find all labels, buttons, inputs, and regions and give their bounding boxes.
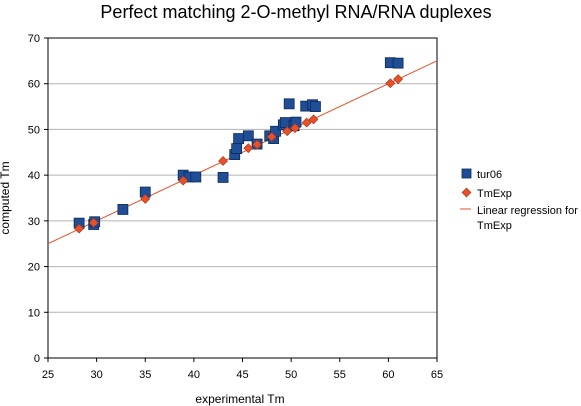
y-tick-label: 10: [28, 307, 40, 319]
point-tur06: [310, 101, 321, 112]
legend-label-tur06: tur06: [477, 169, 502, 181]
y-tick-label: 40: [28, 170, 40, 182]
y-tick-label: 60: [28, 79, 40, 91]
regression-layer: [47, 60, 438, 245]
point-tmexp: [282, 126, 293, 137]
legend-label-regression-line1: Linear regression for: [477, 205, 578, 217]
point-tur06: [392, 57, 404, 69]
chart-title: Perfect matching 2-O-methyl RNA/RNA dupl…: [100, 2, 491, 22]
legend-label-regression-line2: TmExp: [477, 220, 512, 232]
point-tmexp: [218, 156, 228, 166]
x-axis-title: experimental Tm: [195, 392, 284, 406]
x-tick-label: 65: [431, 369, 443, 381]
point-tmexp: [178, 175, 189, 186]
x-tick-label: 55: [334, 369, 346, 381]
point-tmexp: [308, 114, 319, 125]
y-tick-label: 30: [28, 216, 40, 228]
legend-label-tmexp: TmExp: [477, 188, 512, 200]
legend: tur06 TmExp Linear regression for TmExp: [460, 168, 581, 232]
regression-line: [47, 60, 438, 245]
point-tur06: [231, 143, 243, 155]
legend-marker-tur06: [461, 168, 472, 179]
tick-labels: 0 10 20 30 40 50 60 70 25 30 35 40 45 50 55 60 65: [28, 33, 443, 381]
x-tick-label: 40: [188, 369, 200, 381]
plot-area-frame: [47, 37, 438, 359]
points-layer: [73, 57, 404, 234]
point-tmexp: [393, 74, 404, 85]
point-tmexp: [252, 139, 263, 150]
x-tick-label: 60: [382, 369, 394, 381]
legend-marker-tmexp: [461, 187, 472, 198]
y-tick-label: 50: [28, 124, 40, 136]
legend-label-regression: Linear regression for TmExp: [477, 205, 581, 232]
x-tick-label: 45: [236, 369, 248, 381]
point-tmexp: [385, 78, 396, 89]
point-tmexp: [243, 143, 254, 154]
point-tmexp: [88, 217, 99, 228]
x-tick-label: 25: [42, 369, 54, 381]
y-axis-title: computed Tm: [0, 161, 12, 234]
x-tick-label: 30: [91, 369, 103, 381]
point-tmexp: [74, 223, 85, 234]
gridlines: [48, 83, 437, 313]
point-tur06: [233, 133, 245, 144]
x-tick-label: 50: [285, 369, 297, 381]
x-tick-label: 35: [139, 369, 151, 381]
point-tur06: [242, 130, 254, 142]
point-tmexp: [290, 123, 300, 133]
y-tick-label: 20: [28, 262, 40, 274]
point-tur06: [217, 172, 229, 183]
point-tmexp: [140, 193, 151, 204]
y-tick-label: 70: [28, 33, 40, 45]
point-tur06: [283, 98, 295, 110]
point-tmexp: [266, 131, 277, 142]
point-tmexp: [301, 117, 312, 128]
point-tur06: [117, 204, 129, 215]
point-tur06: [190, 171, 202, 183]
y-tick-label: 0: [34, 353, 40, 365]
